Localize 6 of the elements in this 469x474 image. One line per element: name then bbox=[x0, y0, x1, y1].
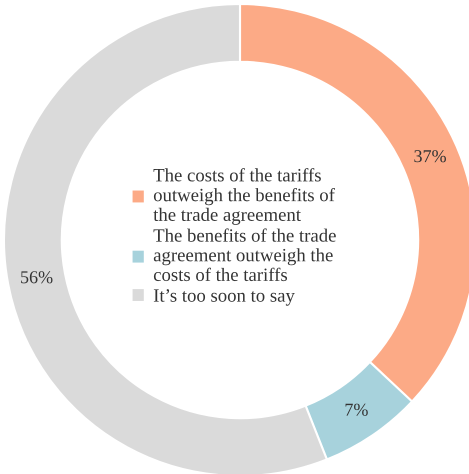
data-label: 7% bbox=[346, 404, 368, 416]
legend-label: The benefits of the trade agreement outweigh the costs of the tariffs bbox=[154, 228, 336, 282]
data-label: 37% bbox=[414, 150, 446, 162]
data-label: 56% bbox=[21, 271, 53, 284]
legend-label: It’s too soon to say bbox=[154, 289, 295, 306]
legend-label: The costs of the tariffs outweigh the benefits of the trade agreement bbox=[153, 168, 335, 225]
